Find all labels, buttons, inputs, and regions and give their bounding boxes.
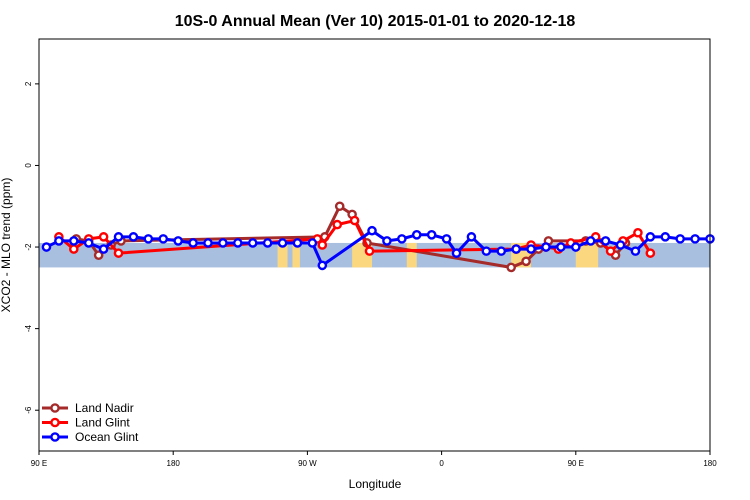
data-point — [441, 234, 452, 244]
y-tick-label: 0 — [24, 163, 33, 168]
data-point — [645, 248, 656, 258]
data-point — [233, 238, 243, 248]
data-point — [526, 244, 536, 254]
data-point — [451, 248, 462, 258]
data-point — [128, 232, 139, 242]
data-point — [93, 250, 104, 260]
y-axis-label: XCO2 - MLO trend (ppm) — [0, 178, 13, 313]
y-tick-label: -4 — [24, 325, 33, 333]
data-point — [600, 236, 611, 246]
data-point — [633, 227, 643, 238]
data-point — [466, 232, 477, 242]
data-point — [68, 236, 79, 246]
data-point — [307, 238, 318, 248]
data-point — [481, 246, 492, 256]
x-tick-label: 0 — [439, 459, 444, 468]
data-point — [675, 234, 685, 244]
data-point — [349, 215, 360, 226]
data-point — [262, 238, 273, 248]
data-point — [83, 238, 94, 248]
land-band — [575, 242, 599, 268]
data-point — [113, 248, 124, 258]
data-point — [506, 262, 516, 273]
data-point — [218, 238, 228, 248]
data-point — [367, 225, 377, 236]
x-tick-label: 90 E — [31, 459, 47, 468]
data-point — [426, 230, 437, 240]
series-layer — [41, 201, 715, 273]
data-point — [605, 246, 616, 256]
land-band — [292, 242, 300, 268]
data-point — [98, 232, 109, 242]
data-point — [158, 234, 169, 244]
data-point — [332, 219, 343, 230]
y-tick-label: -2 — [24, 243, 33, 251]
data-point — [615, 240, 626, 250]
data-point — [571, 242, 581, 252]
legend-swatch-point — [50, 403, 60, 413]
x-tick-label: 90 W — [298, 459, 317, 468]
data-point — [113, 232, 124, 242]
data-point — [98, 244, 109, 254]
legend-item: Land Glint — [42, 416, 130, 430]
data-point — [247, 238, 258, 248]
x-tick-label: 180 — [167, 459, 181, 468]
data-point — [203, 238, 213, 248]
land-band — [406, 242, 417, 268]
data-point — [188, 238, 198, 248]
x-axis-label: Longitude — [349, 477, 402, 491]
data-point — [397, 234, 407, 244]
legend-item: Ocean Glint — [42, 430, 139, 444]
data-point — [68, 244, 79, 254]
data-point — [511, 244, 521, 254]
chart-title: 10S-0 Annual Mean (Ver 10) 2015-01-01 to… — [175, 13, 576, 30]
data-point — [630, 246, 641, 256]
y-axis-ticks: 2 0 -2 -4 -6 — [24, 81, 39, 414]
data-point — [541, 242, 551, 252]
legend-label: Land Nadir — [75, 401, 134, 415]
data-point — [173, 236, 183, 246]
data-point — [292, 238, 303, 248]
data-point — [143, 234, 154, 244]
data-point — [277, 238, 288, 248]
data-point — [411, 230, 422, 240]
data-point — [334, 201, 345, 212]
data-point — [585, 236, 596, 246]
x-tick-label: 90 E — [568, 459, 584, 468]
legend-swatch-point — [50, 417, 60, 428]
data-point — [317, 260, 328, 271]
legend-label: Ocean Glint — [75, 430, 139, 444]
data-point — [521, 256, 531, 267]
data-point — [690, 234, 700, 244]
data-point — [496, 246, 507, 256]
series-group — [41, 225, 715, 271]
land-band — [277, 242, 288, 268]
x-axis-ticks: 90 E 180 90 W 0 90 E 180 — [31, 451, 717, 468]
data-point — [660, 232, 671, 242]
y-tick-label: -6 — [24, 406, 33, 414]
data-point — [54, 236, 64, 246]
legend-label: Land Glint — [75, 416, 130, 430]
data-point — [645, 232, 656, 242]
data-point — [556, 242, 566, 252]
data-point — [382, 236, 392, 246]
legend-item: Land Nadir — [42, 401, 134, 415]
plot-frame — [38, 38, 711, 452]
data-point — [317, 240, 328, 250]
legend-swatch-point — [50, 432, 60, 442]
data-point — [364, 246, 375, 256]
y-tick-label: 2 — [24, 81, 33, 86]
x-tick-label: 180 — [703, 459, 717, 468]
data-point — [41, 242, 52, 252]
